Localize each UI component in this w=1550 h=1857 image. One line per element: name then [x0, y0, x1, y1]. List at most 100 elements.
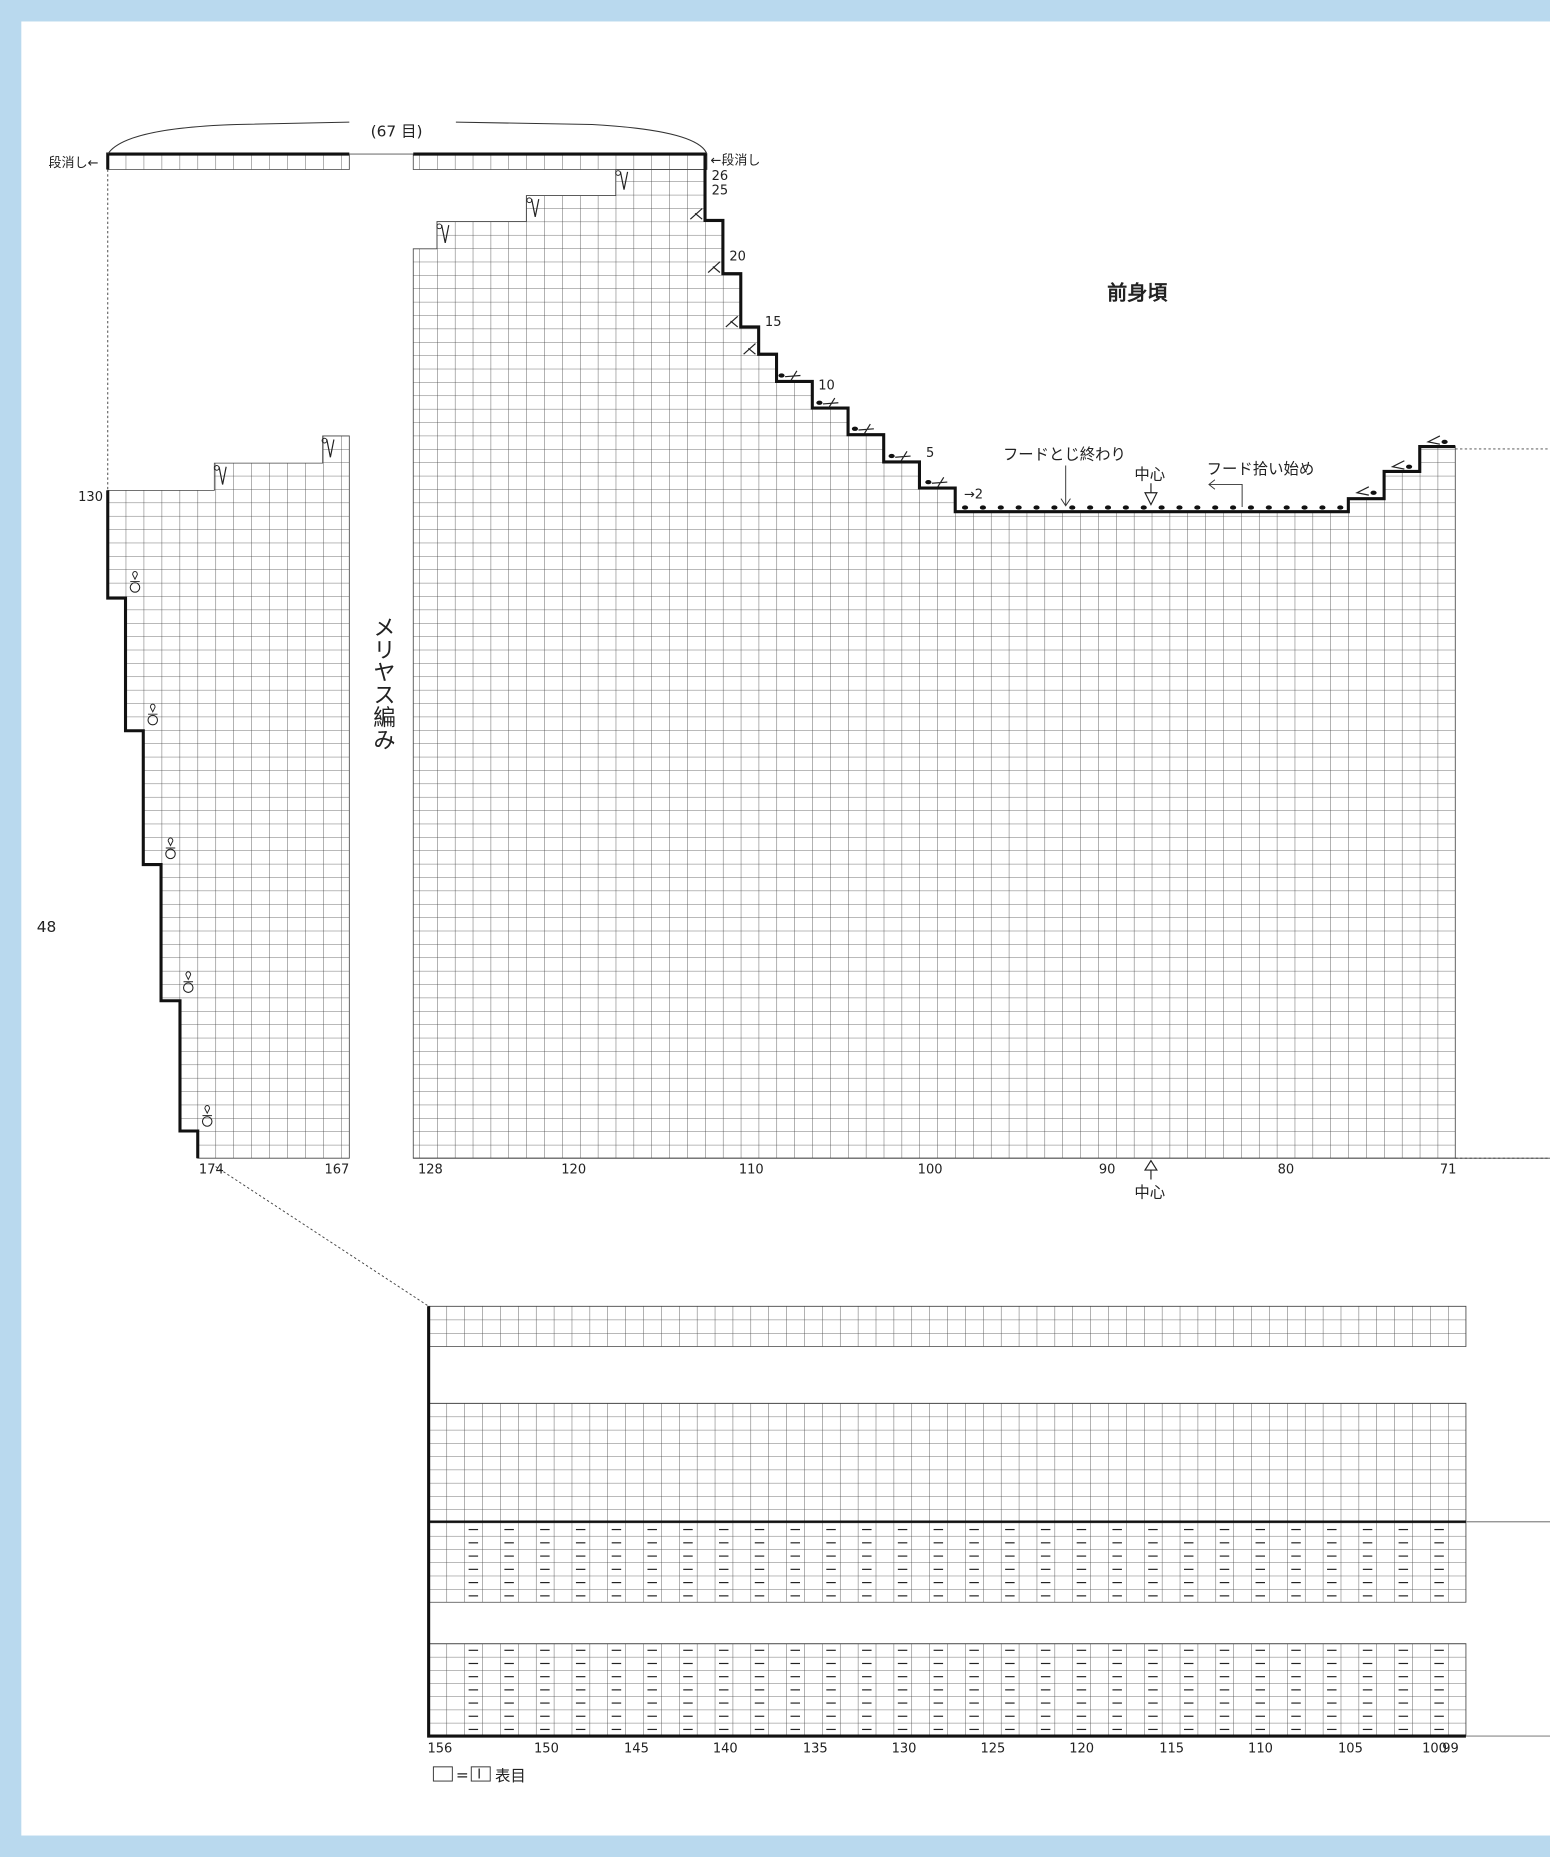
- bind-off-decrease-icon: [816, 397, 839, 408]
- top-band-grid-left: [107, 153, 350, 170]
- legend: = I 表目: [432, 1766, 526, 1785]
- chart-title: 前身頃: [1107, 281, 1168, 305]
- row-number-10: 10: [818, 379, 835, 394]
- short-row-label-left: 段消し←: [49, 156, 99, 171]
- bind-off-dot: [851, 426, 859, 431]
- decrease-mark: [931, 477, 948, 488]
- slip-stitch-icon: [615, 170, 629, 190]
- bind-off-dot-icon: [1104, 505, 1112, 510]
- column-number: 156: [427, 1742, 452, 1757]
- column-number: 100: [1422, 1742, 1447, 1757]
- center-up-arrow-icon: [1143, 1159, 1158, 1180]
- bind-off-dot: [1441, 439, 1448, 444]
- bottom-chart-block-2: [428, 1402, 1467, 1603]
- center-label-bottom: 中心: [1134, 1183, 1165, 1201]
- row-number-25: 25: [712, 183, 729, 198]
- slip-v: [619, 171, 629, 190]
- column-number: 115: [1159, 1742, 1184, 1757]
- column-number: 140: [713, 1742, 738, 1757]
- yo-circle: [165, 848, 176, 860]
- hood-start-label: フード拾い始め: [1207, 460, 1315, 478]
- decrease-icon: [689, 208, 703, 220]
- stitch-count-label: (67 目): [371, 122, 423, 140]
- chart-outlines: [106, 121, 1550, 1738]
- bind-off-dot-icon: [1283, 505, 1290, 510]
- bottom-chart-left-bottom-edge: [427, 1306, 1466, 1738]
- column-number: 71: [1440, 1163, 1457, 1178]
- decrease-bind-off-icon: [1426, 435, 1448, 445]
- hood-end-arrow: [1060, 465, 1071, 507]
- twisted-increase-icon: [147, 703, 159, 726]
- decrease-mark: [895, 450, 911, 462]
- legend-empty-cell-icon: [432, 1766, 453, 1782]
- column-number: 167: [324, 1163, 349, 1178]
- bind-off-dot-icon: [1301, 505, 1308, 510]
- bind-off-dot-icon: [1319, 505, 1326, 510]
- loop: [165, 837, 176, 849]
- bind-off-dot-icon: [1069, 505, 1076, 510]
- yo-circle: [201, 1116, 213, 1127]
- bind-off-decrease-icon: [925, 477, 948, 488]
- twisted-increase-icon: [165, 837, 176, 860]
- bind-off-dot-icon: [961, 505, 969, 510]
- bind-off-dot: [925, 479, 932, 485]
- column-number: 99: [1442, 1742, 1459, 1757]
- slip-stitch-icon: [526, 197, 540, 217]
- stitch-count-bracket: [107, 121, 708, 155]
- legend-knit-symbol: I: [477, 1768, 481, 1783]
- bind-off-dot: [1370, 490, 1377, 495]
- row-number-20: 20: [729, 250, 746, 265]
- bind-off-dot-icon: [1194, 505, 1201, 510]
- twisted-increase-icon: [129, 571, 141, 593]
- decrease-icon: [707, 261, 721, 273]
- row-number-5: 5: [926, 446, 934, 461]
- bind-off-dot-icon: [1087, 505, 1094, 510]
- slip-stitch-icon: [321, 437, 335, 458]
- bind-off-decrease-icon: [888, 450, 911, 462]
- bind-off-dot-icon: [1176, 505, 1183, 510]
- hood-start-arrow: [1208, 479, 1243, 507]
- bind-off-dot-icon: [979, 505, 986, 510]
- row-number-2: →2: [964, 488, 983, 503]
- column-number: 135: [803, 1742, 828, 1757]
- slip-v: [531, 198, 540, 217]
- bind-off-dot-icon: [1247, 505, 1255, 510]
- slip-stitch-icon: [213, 465, 227, 485]
- bind-off-dot-icon: [1265, 505, 1272, 510]
- center-down-arrow-icon: [1144, 483, 1158, 506]
- bind-off-dot-icon: [1015, 505, 1022, 510]
- chart-grids: [107, 153, 1467, 1737]
- top-band-grid-right: [412, 153, 708, 170]
- bind-off-dot-icon: [1140, 505, 1147, 510]
- page-number: 48: [37, 918, 57, 936]
- bind-off-dot-icon: [1122, 505, 1129, 510]
- slip-v: [326, 439, 335, 458]
- decrease-mark: [822, 397, 839, 408]
- column-number: 128: [418, 1163, 443, 1178]
- column-number: 80: [1278, 1163, 1295, 1178]
- bind-off-dot: [778, 373, 785, 378]
- column-number: 125: [980, 1742, 1005, 1757]
- loop: [183, 971, 194, 983]
- row-number-15: 15: [765, 315, 782, 330]
- bind-off-dot-icon: [1051, 505, 1058, 510]
- row-number-130: 130: [78, 490, 103, 505]
- slip-v: [218, 466, 227, 485]
- bind-off-dot-icon: [1337, 505, 1344, 510]
- bind-off-decrease-icon: [851, 423, 874, 434]
- bind-off-dot-icon: [997, 505, 1004, 510]
- twisted-increase-icon: [183, 971, 194, 993]
- hood-end-label: フードとじ終わり: [1003, 446, 1126, 464]
- bind-off-dot: [888, 453, 895, 459]
- decrease-mark: [858, 423, 874, 434]
- column-number: 174: [199, 1163, 224, 1178]
- bind-off-dot-icon: [1212, 505, 1219, 510]
- loop: [202, 1105, 212, 1117]
- column-number: 120: [1069, 1742, 1094, 1757]
- slip-stitch-icon: [436, 223, 450, 244]
- column-number: 110: [1248, 1742, 1273, 1757]
- legend-text: 表目: [495, 1767, 526, 1785]
- decrease-icon: [725, 315, 739, 328]
- decrease-mark: [1355, 486, 1370, 496]
